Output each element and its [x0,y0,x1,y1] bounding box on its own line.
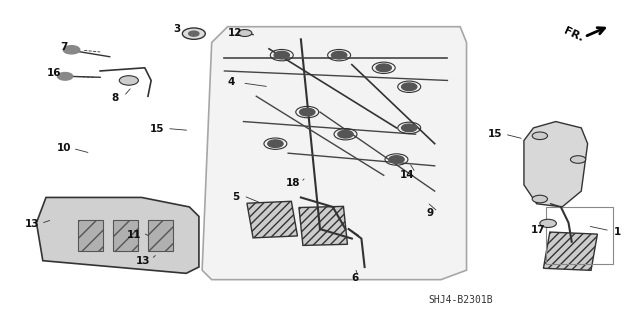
Text: 18: 18 [285,178,300,188]
Polygon shape [202,27,467,280]
Bar [113,219,138,251]
Text: FR.: FR. [562,26,585,43]
Circle shape [274,51,289,59]
Polygon shape [524,122,588,207]
Circle shape [376,64,392,71]
Bar [148,219,173,251]
Text: 7: 7 [60,42,68,52]
Circle shape [532,195,547,203]
Text: 5: 5 [232,192,239,203]
Circle shape [338,130,353,138]
Text: 8: 8 [111,93,118,103]
Circle shape [58,72,73,80]
Text: SHJ4-B2301B: SHJ4-B2301B [428,295,493,305]
Circle shape [401,124,417,132]
Text: 13: 13 [25,219,39,229]
Text: 9: 9 [427,208,434,218]
Text: 11: 11 [127,230,141,241]
Text: 17: 17 [531,225,546,235]
Circle shape [401,83,417,91]
Text: 16: 16 [47,69,61,78]
Polygon shape [36,197,199,273]
Bar [78,219,103,251]
Text: 4: 4 [227,77,234,87]
Circle shape [63,46,80,54]
Circle shape [238,30,252,36]
Text: 13: 13 [136,256,150,266]
Text: 10: 10 [56,144,71,153]
Circle shape [189,31,199,36]
Circle shape [300,108,315,116]
Circle shape [570,156,586,163]
Circle shape [389,156,404,163]
Text: 15: 15 [488,129,502,138]
Text: 14: 14 [399,170,414,180]
Bar [299,206,348,245]
Circle shape [119,76,138,85]
Circle shape [268,140,283,147]
Circle shape [532,132,547,140]
Text: 3: 3 [173,24,180,34]
Circle shape [540,219,556,227]
Text: 6: 6 [351,273,358,283]
Bar [247,201,298,238]
Bar [543,232,597,270]
Circle shape [332,51,347,59]
Text: 1: 1 [614,227,621,237]
Text: 12: 12 [228,28,243,38]
Circle shape [182,28,205,39]
Text: 15: 15 [150,123,164,134]
